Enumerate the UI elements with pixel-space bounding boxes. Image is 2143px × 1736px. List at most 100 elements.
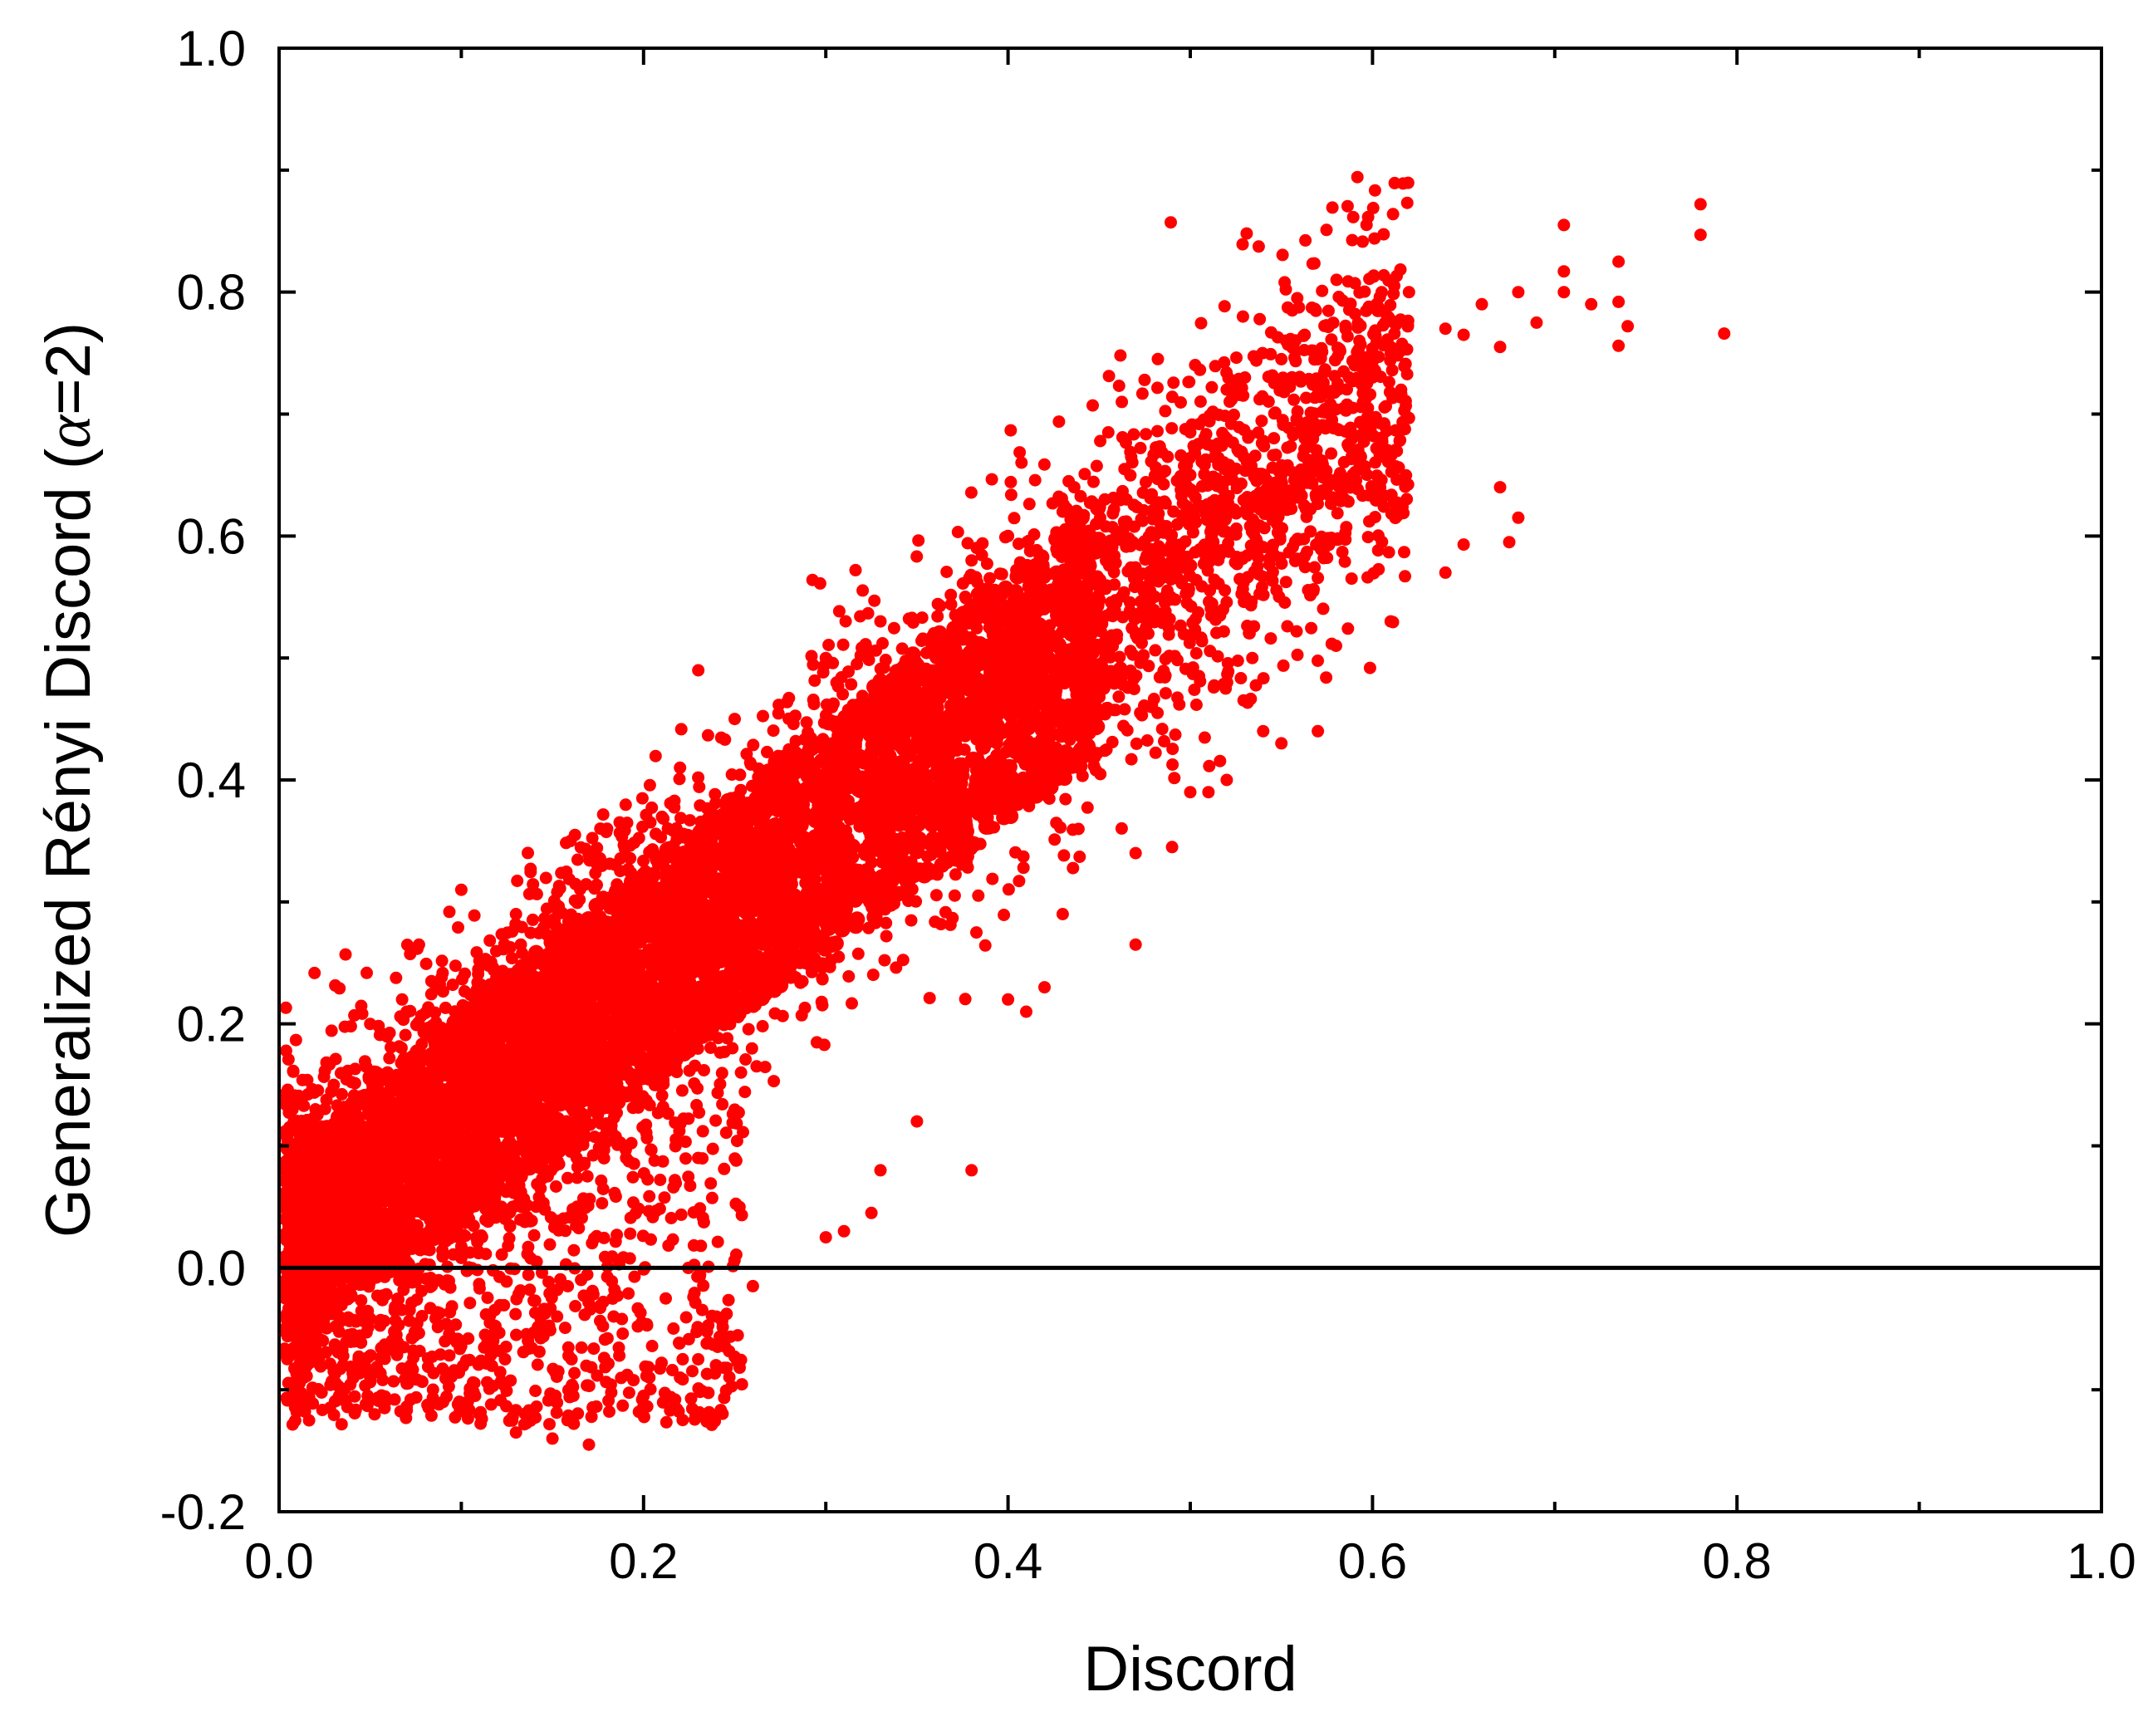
scatter-point (1208, 501, 1221, 514)
scatter-point (870, 644, 882, 657)
scatter-point (877, 661, 890, 674)
scatter-point (959, 993, 972, 1006)
scatter-point (618, 824, 631, 837)
scatter-point (571, 853, 584, 866)
scatter-point (747, 738, 760, 752)
scatter-point (880, 929, 893, 943)
scatter-point (1338, 555, 1351, 568)
scatter-point (1022, 498, 1036, 511)
scatter-point (1157, 478, 1170, 491)
scatter-point (1237, 389, 1250, 402)
scatter-point (1309, 304, 1322, 317)
scatter-point (868, 594, 881, 607)
scatter-point (704, 1041, 717, 1054)
scatter-point (1072, 822, 1085, 836)
scatter-point (390, 971, 403, 984)
scatter-point (1235, 587, 1248, 601)
scatter-point (399, 1028, 412, 1042)
scatter-point (1380, 400, 1392, 413)
scatter-point (1298, 328, 1312, 341)
scatter-point (816, 998, 829, 1012)
scatter-point (767, 724, 780, 738)
scatter-point (1320, 671, 1333, 684)
scatter-point (1253, 312, 1267, 326)
scatter-point (555, 906, 568, 919)
scatter-point (1179, 662, 1192, 675)
scatter-point (1266, 566, 1279, 579)
scatter-point (1207, 681, 1220, 694)
scatter-point (1253, 519, 1267, 532)
scatter-point (524, 926, 537, 939)
scatter-point (1059, 792, 1072, 806)
scatter-point (1290, 625, 1303, 638)
scatter-point (846, 997, 858, 1010)
scatter-point (1118, 463, 1131, 476)
scatter-point (1153, 670, 1166, 684)
scatter-point (836, 638, 850, 651)
scatter-point (311, 1084, 325, 1097)
scatter-point (1402, 411, 1415, 424)
scatter-point (1169, 728, 1182, 741)
scatter-point (1228, 409, 1240, 421)
scatter-point (856, 584, 870, 597)
scatter-point (1328, 370, 1341, 383)
scatter-point (694, 799, 707, 812)
scatter-point (1299, 233, 1312, 247)
scatter-point (1009, 846, 1022, 859)
scatter-point (1002, 883, 1015, 896)
scatter-point (1371, 469, 1384, 483)
scatter-point (1273, 531, 1287, 544)
scatter-point (1140, 734, 1154, 747)
scatter-point (1004, 424, 1018, 437)
scatter-point (628, 836, 641, 850)
scatter-point (1308, 561, 1322, 574)
scatter-point (1161, 450, 1174, 463)
scatter-point (776, 1009, 789, 1022)
scatter-point (1356, 235, 1369, 248)
scatter-point (1287, 466, 1300, 479)
scatter-point (571, 896, 584, 910)
scatter-point (839, 615, 852, 628)
scatter-point (1342, 303, 1356, 316)
scatter-point (1102, 370, 1116, 383)
scatter-point (1295, 489, 1308, 503)
scatter-point (1086, 399, 1099, 412)
scatter-point (1337, 492, 1351, 505)
scatter-point (944, 918, 957, 931)
scatter-point (1117, 719, 1130, 733)
scatter-point (1302, 434, 1314, 448)
scatter-point (1165, 422, 1179, 435)
scatter-point (1247, 350, 1260, 363)
scatter-point (842, 970, 856, 983)
scatter-point (1382, 546, 1395, 559)
scatter-point (1312, 571, 1325, 585)
scatter-point (522, 846, 534, 860)
scatter-point (1052, 415, 1066, 429)
scatter-point (1306, 257, 1319, 270)
scatter-point (1312, 655, 1324, 667)
scatter-point (1346, 355, 1359, 367)
scatter-point (1372, 562, 1385, 576)
scatter-point (878, 954, 891, 967)
scatter-point (1300, 391, 1312, 405)
scatter-point (715, 1067, 728, 1080)
scatter-point (1162, 628, 1175, 641)
scatter-point (449, 1318, 463, 1331)
scatter-point (560, 866, 573, 878)
scatter-point (1124, 445, 1137, 459)
scatter-point (1381, 333, 1394, 346)
scatter-point (1385, 364, 1399, 377)
scatter-point (1140, 476, 1152, 488)
scatter-point (1067, 861, 1080, 875)
scatter-point (1117, 586, 1130, 599)
scatter-point (1331, 507, 1344, 520)
scatter-point (1220, 366, 1233, 379)
scatter-point (1217, 456, 1230, 469)
scatter-point (1188, 444, 1201, 457)
scatter-point (308, 966, 321, 979)
scatter-point (1270, 584, 1283, 597)
scatter-point (1198, 731, 1211, 744)
scatter-point (1142, 530, 1155, 543)
scatter-point (505, 952, 518, 965)
scatter-point (750, 1060, 763, 1073)
